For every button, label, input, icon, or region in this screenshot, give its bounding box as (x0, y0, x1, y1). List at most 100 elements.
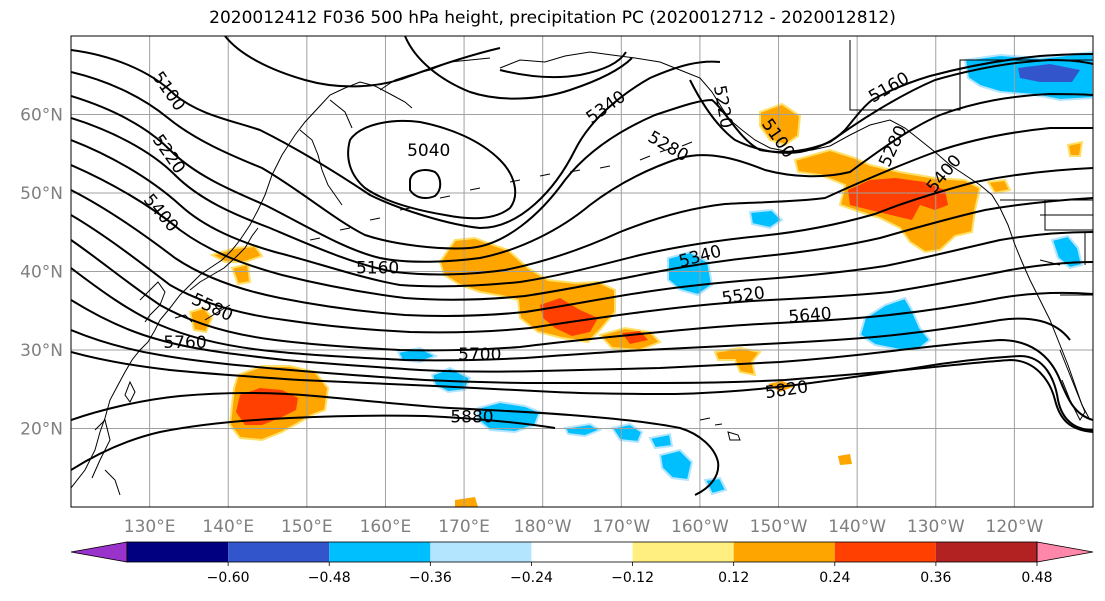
height-contour (71, 117, 1093, 276)
colorbar-tick-label: −0.48 (308, 570, 351, 586)
coastline-korea (139, 281, 166, 323)
precip-area-northeast-pacific-core (848, 178, 948, 220)
height-contour (71, 414, 556, 471)
contour-label: 5160 (356, 259, 399, 279)
colorbar-segment (329, 542, 431, 562)
colorbar-segment (531, 542, 633, 562)
coastline-kamchatka (299, 99, 353, 206)
longitude-tick-label: 180°W (514, 517, 572, 537)
precip-area-pacific-northwest (986, 178, 1012, 195)
contour-label: 5340 (583, 87, 630, 128)
height-contour (71, 267, 1071, 362)
height-contour (689, 53, 1093, 154)
height-contour (347, 119, 517, 220)
precip-negative-area (658, 448, 694, 482)
precip-negative-area (748, 208, 784, 230)
contour-label: 5340 (677, 242, 724, 273)
coastline-north-america (999, 207, 1091, 421)
longitude-tick-label: 170°E (438, 517, 490, 537)
height-contour (71, 92, 1093, 263)
colorbar-tick-label: −0.24 (510, 570, 553, 586)
height-contour (404, 36, 633, 100)
longitude-tick-label: 170°W (592, 517, 650, 537)
contour-label: 5760 (163, 333, 206, 353)
colorbar-tick-label: 0.36 (920, 570, 951, 586)
contour-label: 5220 (709, 84, 736, 130)
longitude-tick-label: 160°E (360, 517, 412, 537)
colorbar-segment (632, 542, 734, 562)
contour-label: 5160 (865, 68, 912, 107)
coastline-philippines (91, 419, 121, 496)
colorbar-extend-low (70, 541, 128, 563)
latitude-tick-label: 60°N (20, 106, 63, 126)
longitude-labels: 130°E 140°E 150°E 160°E 170°E 180°W 170°W 160°W… (124, 517, 1044, 537)
height-contour (409, 169, 442, 199)
coastline-taiwan (124, 380, 136, 403)
precip-area-patch (1066, 140, 1084, 157)
contour-label: 5400 (139, 190, 182, 236)
colorbar-segment (834, 542, 936, 562)
colorbar-tick-label: −0.12 (611, 570, 654, 586)
precip-area-japan (230, 262, 252, 286)
longitude-tick-label: 150°W (750, 517, 808, 537)
colorbar-tick-label: −0.36 (409, 570, 452, 586)
contour-label-text: 5700 (458, 345, 501, 365)
contour-label-text: 5640 (788, 304, 833, 328)
precip-area-patch (838, 454, 852, 465)
colorbar: −0.60 −0.48 −0.36 −0.24 −0.12 0.12 0.24 0.36 0.4… (70, 541, 1094, 586)
contour-label-text: 5040 (407, 141, 450, 161)
height-contour (71, 139, 1093, 288)
colorbar-outline (126, 541, 1038, 563)
colorbar-segment (127, 542, 229, 562)
coastline-aleutians (309, 141, 693, 241)
height-contour (71, 189, 1093, 317)
contour-label: 5040 (407, 141, 450, 161)
contour-label-text: 5880 (450, 408, 493, 428)
contour-label-text: 5760 (163, 333, 206, 353)
precip-negative-area (610, 422, 644, 444)
coastline-alaska (499, 51, 1001, 209)
precip-negative-area (396, 346, 439, 364)
precip-negative-area (858, 296, 932, 352)
latitude-tick-label: 50°N (20, 184, 63, 204)
coastline-hawaii (699, 417, 741, 441)
height-contours (71, 36, 1093, 496)
colorbar-tick-label: −0.60 (207, 570, 250, 586)
longitude-tick-label: 150°E (281, 517, 333, 537)
precip-area-patch (455, 497, 478, 507)
height-contour (71, 164, 1093, 301)
contour-label: 5820 (764, 377, 810, 403)
contour-label: 5640 (788, 304, 833, 328)
precip-negative-area (1050, 234, 1084, 270)
latitude-labels: 20°N 30°N 40°N 50°N 60°N (20, 106, 63, 440)
colorbar-segment (430, 542, 532, 562)
latitude-tick-label: 20°N (20, 420, 63, 440)
height-contour (71, 392, 720, 496)
height-contour (71, 239, 1093, 352)
longitude-tick-label: 160°W (671, 517, 729, 537)
longitude-tick-label: 140°W (828, 517, 886, 537)
contour-label: 5700 (458, 345, 501, 365)
coastline-baja (1059, 349, 1086, 422)
precip-area-patch (713, 346, 762, 377)
colorbar-extend-high (1036, 541, 1094, 563)
contour-label-text: 5220 (709, 84, 736, 130)
longitude-tick-label: 120°W (986, 517, 1044, 537)
contour-label: 5520 (720, 283, 766, 309)
longitude-tick-label: 130°E (124, 517, 176, 537)
map-title: 2020012412 F036 500 hPa height, precipit… (209, 8, 896, 28)
precip-negative-area (563, 422, 603, 438)
colorbar-segment (228, 542, 330, 562)
contour-label: 5220 (148, 131, 189, 178)
height-contour (71, 329, 1093, 433)
precip-area-western-pacific-core (236, 388, 298, 425)
map-frame (70, 35, 1094, 508)
colorbar-tick-label: 0.24 (819, 570, 850, 586)
height-contour (224, 36, 501, 88)
country-border (1000, 199, 1093, 296)
colorbar-segment (935, 542, 1037, 562)
longitude-tick-label: 130°W (907, 517, 965, 537)
height-contour (499, 51, 627, 79)
height-contour (71, 351, 1093, 431)
